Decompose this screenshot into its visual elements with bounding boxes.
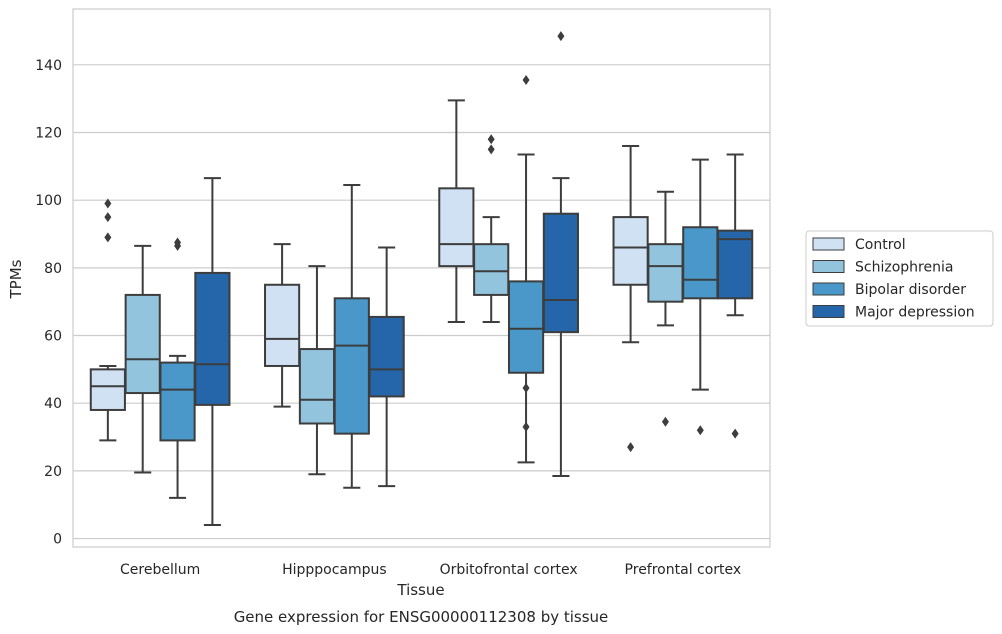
box-iqr bbox=[368, 315, 405, 398]
outlier-point bbox=[696, 425, 704, 436]
plot-frame bbox=[72, 8, 771, 548]
y-axis-title: TPMs bbox=[7, 259, 25, 299]
box-major-depression bbox=[194, 177, 231, 527]
legend-frame bbox=[805, 230, 994, 327]
outlier-point bbox=[104, 198, 112, 209]
box-control bbox=[89, 198, 126, 442]
x-tick-label: Cerebellum bbox=[120, 562, 200, 578]
outlier-point bbox=[104, 232, 112, 243]
y-tick-label: 0 bbox=[53, 532, 62, 548]
legend-label: Major depression bbox=[855, 305, 975, 321]
outlier-point bbox=[174, 237, 182, 248]
box-iqr bbox=[647, 243, 684, 303]
outlier-point bbox=[487, 134, 495, 145]
box-iqr bbox=[264, 283, 301, 367]
legend: Control Schizophrenia Bipolar disorder Majo… bbox=[805, 230, 994, 327]
x-tick-label: Prefrontal cortex bbox=[625, 562, 742, 578]
box-bipolar-disorder bbox=[682, 158, 719, 436]
y-tick-label: 20 bbox=[44, 464, 62, 480]
y-tick-label: 120 bbox=[35, 126, 62, 142]
legend-label: Schizophrenia bbox=[855, 260, 953, 276]
box-iqr bbox=[717, 229, 754, 300]
box-bipolar-disorder bbox=[159, 237, 196, 499]
chart-caption: Gene expression for ENSG00000112308 by t… bbox=[234, 608, 609, 626]
box-control bbox=[612, 145, 649, 453]
box-control bbox=[438, 99, 475, 323]
outlier-point bbox=[522, 421, 530, 432]
box-iqr bbox=[438, 187, 475, 268]
y-tick-label: 60 bbox=[44, 329, 62, 345]
legend-label: Bipolar disorder bbox=[855, 282, 966, 298]
box-schizophrenia bbox=[124, 244, 161, 474]
box-bipolar-disorder bbox=[333, 183, 370, 489]
box-iqr bbox=[542, 212, 579, 334]
box-iqr bbox=[124, 293, 161, 395]
legend-item: Major depression bbox=[812, 305, 975, 321]
box-iqr bbox=[682, 226, 719, 300]
box-major-depression bbox=[368, 246, 405, 488]
box-iqr bbox=[333, 297, 370, 435]
x-axis-title: Tissue bbox=[396, 581, 444, 599]
box-major-depression bbox=[542, 31, 579, 477]
box-iqr bbox=[194, 271, 231, 406]
outlier-point bbox=[522, 382, 530, 393]
outlier-point bbox=[557, 31, 565, 42]
legend-item: Bipolar disorder bbox=[812, 282, 966, 298]
legend-swatch bbox=[812, 260, 845, 273]
y-tick-label: 140 bbox=[35, 58, 62, 74]
box-iqr bbox=[507, 280, 545, 374]
box-iqr bbox=[612, 216, 649, 286]
box-major-depression bbox=[717, 153, 754, 439]
outlier-point bbox=[104, 212, 112, 223]
legend-item: Schizophrenia bbox=[812, 260, 953, 276]
box-iqr bbox=[298, 348, 336, 425]
legend-item: Control bbox=[812, 237, 906, 253]
outlier-point bbox=[487, 144, 495, 155]
x-tick-labels: Cerebellum Hipppocampus Orbitofrontal cort… bbox=[120, 562, 741, 578]
legend-swatch bbox=[812, 237, 845, 251]
box-iqr bbox=[473, 243, 510, 296]
legend-swatch bbox=[812, 305, 845, 318]
box-schizophrenia bbox=[473, 134, 510, 323]
box-bipolar-disorder bbox=[507, 75, 545, 464]
boxes bbox=[89, 31, 754, 527]
legend-swatch bbox=[812, 282, 845, 296]
y-tick-label: 40 bbox=[44, 396, 62, 412]
y-tick-label: 80 bbox=[44, 261, 62, 277]
x-tick-label: Orbitofrontal cortex bbox=[440, 562, 578, 578]
outlier-point bbox=[627, 442, 635, 453]
outlier-point bbox=[661, 416, 669, 427]
box-control bbox=[264, 243, 301, 408]
box-iqr bbox=[89, 368, 126, 411]
outlier-point bbox=[522, 75, 530, 86]
x-tick-label: Hipppocampus bbox=[282, 562, 387, 578]
y-tick-labels: 0 20 40 60 80 100 120 140 bbox=[35, 58, 62, 548]
outlier-point bbox=[731, 428, 739, 439]
box-schizophrenia bbox=[647, 190, 684, 427]
legend-label: Control bbox=[855, 237, 906, 253]
box-schizophrenia bbox=[298, 265, 336, 476]
box-iqr bbox=[159, 361, 196, 442]
y-tick-label: 100 bbox=[35, 193, 62, 209]
